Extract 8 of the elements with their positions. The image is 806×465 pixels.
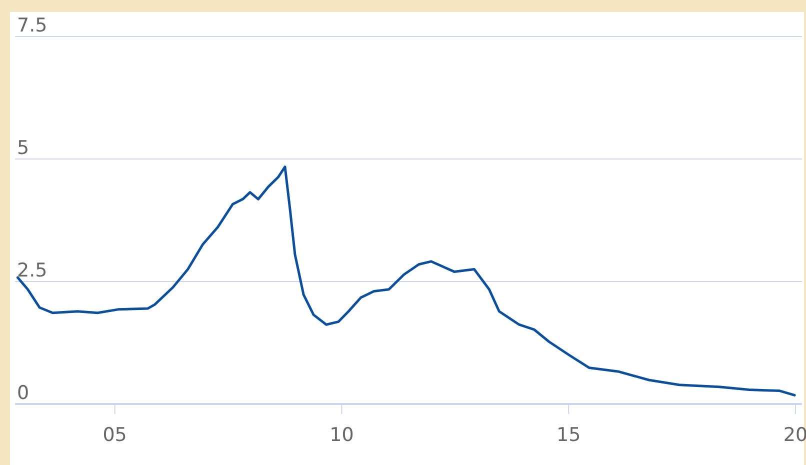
y-tick-label: 0 [17, 382, 30, 404]
y-tick-label: 5 [17, 137, 30, 159]
x-tick-label: 15 [556, 424, 581, 446]
y-tick-label: 7.5 [17, 14, 48, 36]
y-tick-label: 2.5 [17, 260, 48, 282]
x-tick-label: 05 [102, 424, 127, 446]
x-tick-label: 20 [783, 424, 806, 446]
x-tick-label: 10 [330, 424, 354, 446]
